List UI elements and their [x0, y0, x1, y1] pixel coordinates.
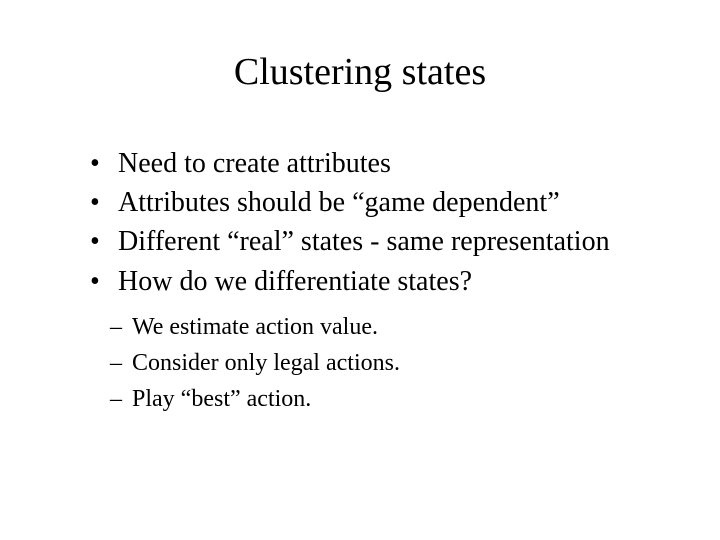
main-bullet-list: Need to create attributes Attributes sho…: [50, 144, 670, 301]
sub-bullet-list: We estimate action value. Consider only …: [50, 309, 670, 417]
bullet-item: Need to create attributes: [90, 144, 670, 183]
slide-title: Clustering states: [50, 50, 670, 94]
sub-item: Consider only legal actions.: [110, 345, 670, 381]
bullet-item: How do we differentiate states?: [90, 262, 670, 301]
bullet-item: Different “real” states - same represent…: [90, 222, 670, 261]
sub-item: Play “best” action.: [110, 381, 670, 417]
bullet-item: Attributes should be “game dependent”: [90, 183, 670, 222]
sub-item: We estimate action value.: [110, 309, 670, 345]
